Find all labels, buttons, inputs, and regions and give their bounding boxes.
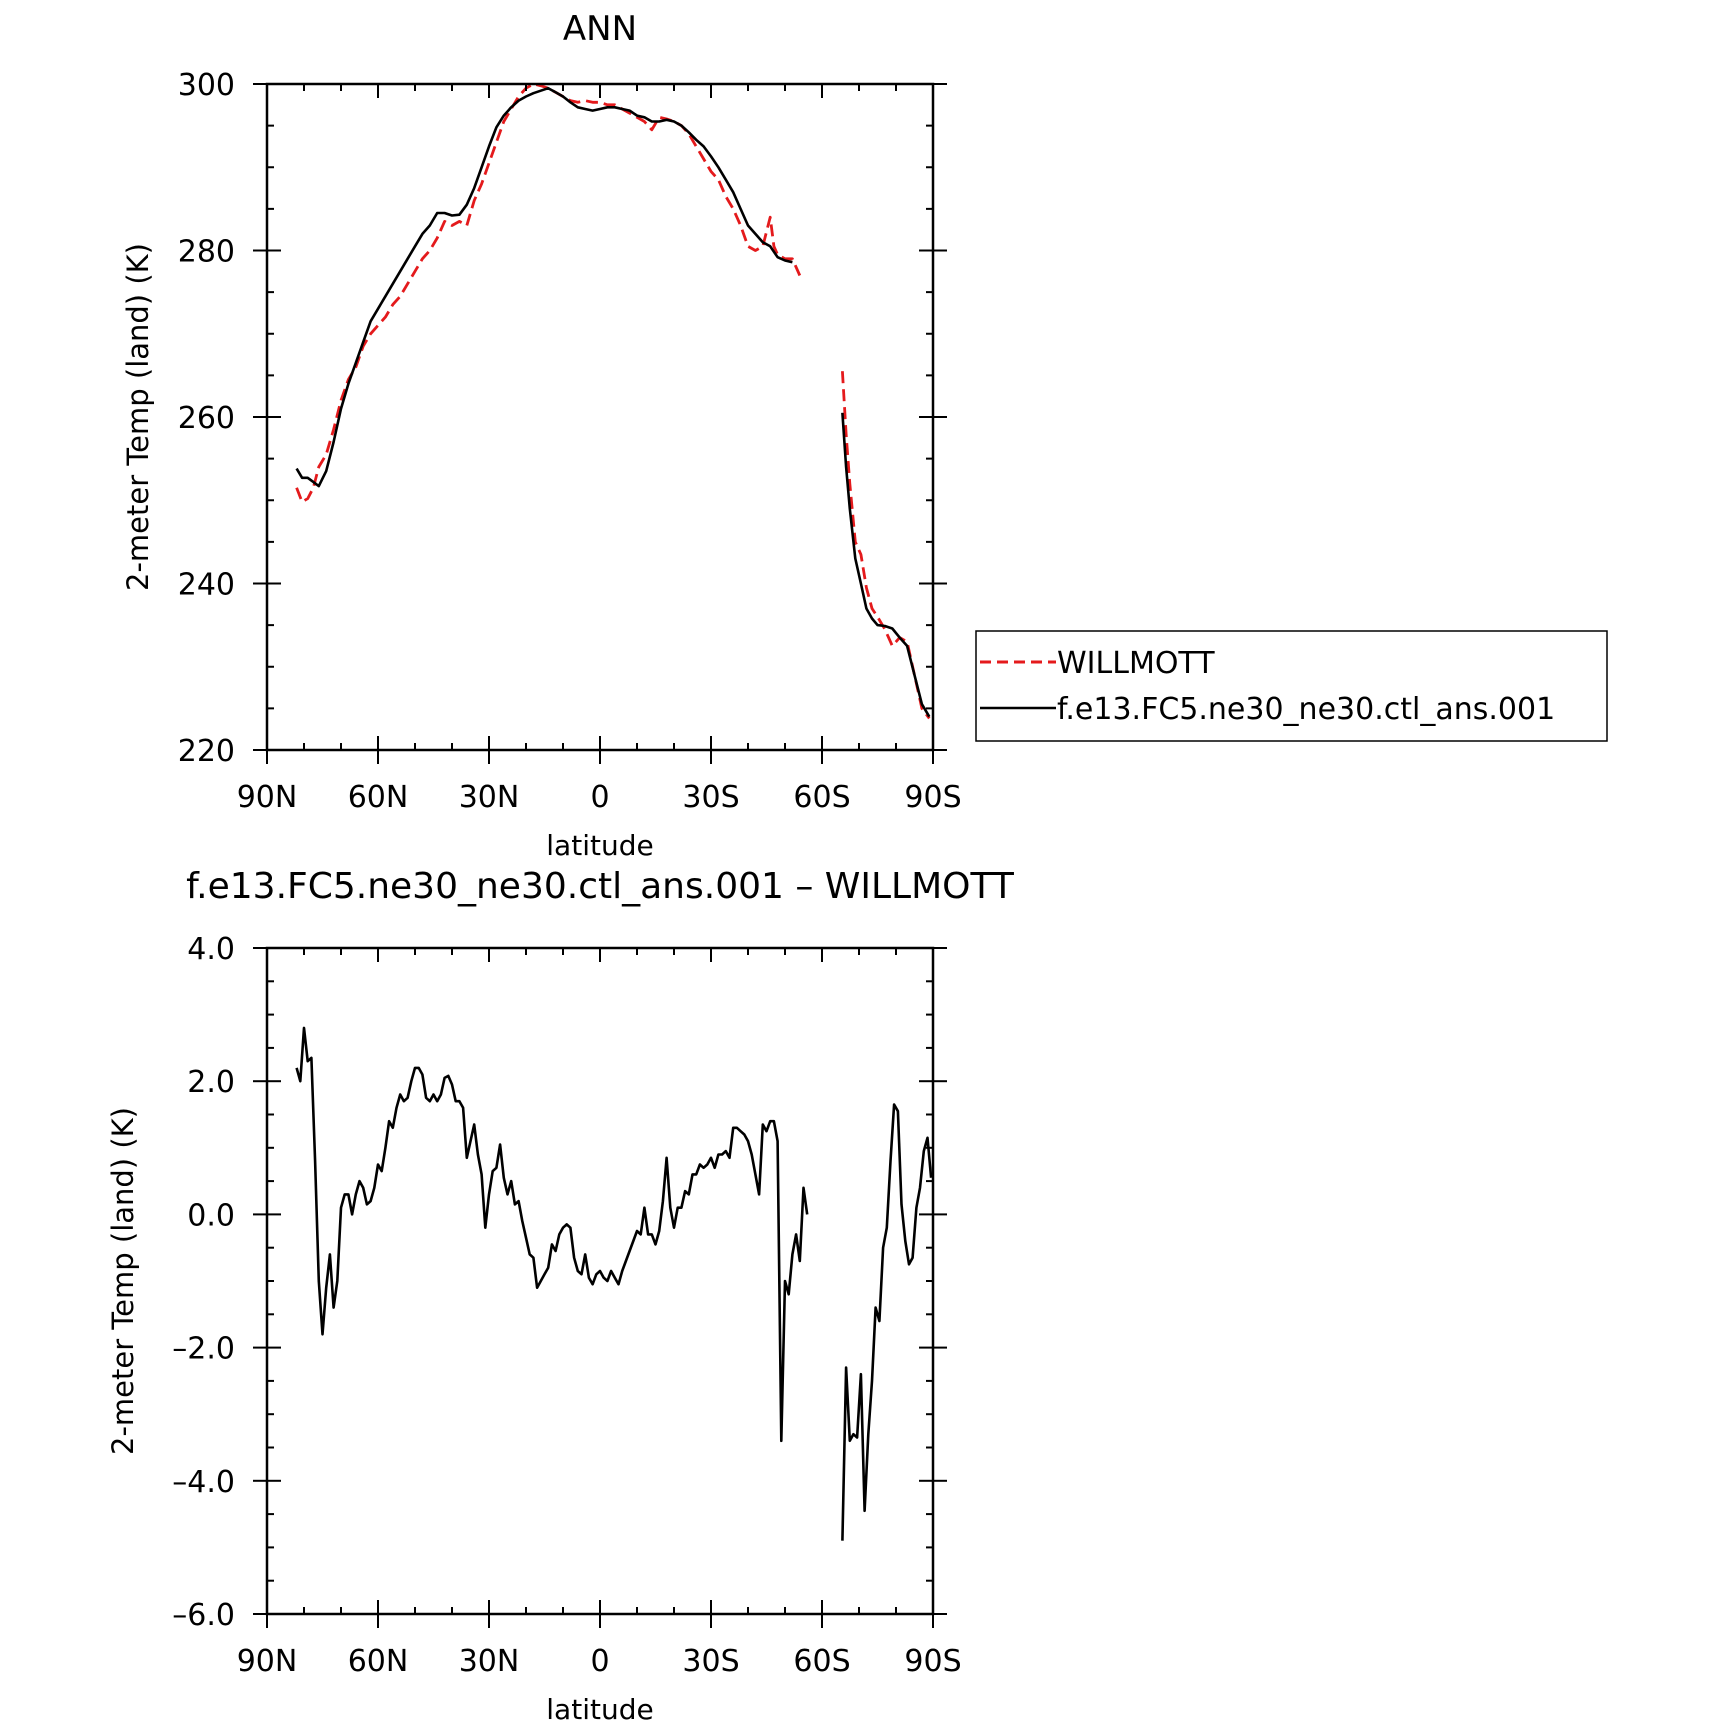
y-tick-label: 2.0 <box>187 1065 235 1100</box>
y-tick-label: 260 <box>178 401 235 436</box>
x-tick-label: 30N <box>459 1644 520 1679</box>
y-tick-label: 0.0 <box>187 1198 235 1233</box>
difference-line <box>295 1026 933 1541</box>
y-tick-label: 4.0 <box>187 932 235 967</box>
axis-ticks: 90N 60N 30N 0 30S 60S 90S –6.0 –4.0 –2.0 0.0 2.0 4.0 <box>172 932 961 1679</box>
y-tick-label: –2.0 <box>172 1332 235 1367</box>
series-line-f-e13-fc5-ne30-ne30-ctl-ans-001-segment-1 <box>295 86 793 488</box>
series-line-difference-segment-1 <box>295 1026 809 1443</box>
panel-title: f.e13.FC5.ne30_ne30.ctl_ans.001 – WILLMO… <box>186 866 1015 907</box>
x-tick-label: 0 <box>590 1644 609 1679</box>
x-tick-label: 60N <box>348 1644 409 1679</box>
x-tick-label: 60S <box>793 780 850 815</box>
x-tick-label: 30S <box>682 1644 739 1679</box>
x-tick-label: 90N <box>237 780 298 815</box>
x-axis-label: latitude <box>546 1693 653 1726</box>
series-line-difference-segment-2 <box>841 1103 933 1541</box>
legend-label-willmott: WILLMOTT <box>1057 646 1215 681</box>
x-tick-label: 0 <box>590 780 609 815</box>
x-tick-label: 30S <box>682 780 739 815</box>
y-tick-label: 240 <box>178 568 235 603</box>
y-axis-label: 2-meter Temp (land) (K) <box>106 1107 140 1455</box>
x-axis-label: latitude <box>546 829 653 862</box>
y-tick-label: 300 <box>178 68 235 103</box>
axis-ticks: 90N 60N 30N 0 30S 60S 90S 220 240 260 280 300 <box>178 68 962 815</box>
x-tick-label: 90S <box>904 1644 961 1679</box>
x-tick-label: 90N <box>237 1644 298 1679</box>
difference-panel: f.e13.FC5.ne30_ne30.ctl_ans.001 – WILLMO… <box>106 866 1015 1726</box>
legend: WILLMOTT f.e13.FC5.ne30_ne30.ctl_ans.001 <box>975 630 1608 742</box>
panel-title: ANN <box>563 9 637 49</box>
series-line-f-e13-fc5-ne30-ne30-ctl-ans-001-segment-2 <box>841 412 931 718</box>
temperature-lines <box>295 82 931 720</box>
x-tick-label: 90S <box>904 780 961 815</box>
x-tick-label: 60N <box>348 780 409 815</box>
x-tick-label: 30N <box>459 780 520 815</box>
y-tick-label: –6.0 <box>172 1598 235 1633</box>
legend-box <box>975 630 1608 742</box>
y-tick-label: 280 <box>178 235 235 270</box>
y-axis-label: 2-meter Temp (land) (K) <box>121 243 155 591</box>
temperature-panel: ANN 90N 60N 30N 0 30S 60S 90S 220 240 260 280 300 l… <box>121 9 962 862</box>
series-line-willmott-segment-1 <box>295 82 802 504</box>
x-tick-label: 60S <box>793 1644 850 1679</box>
y-tick-label: –4.0 <box>172 1465 235 1500</box>
y-tick-label: 220 <box>178 734 235 769</box>
legend-label-model: f.e13.FC5.ne30_ne30.ctl_ans.001 <box>1057 692 1555 727</box>
